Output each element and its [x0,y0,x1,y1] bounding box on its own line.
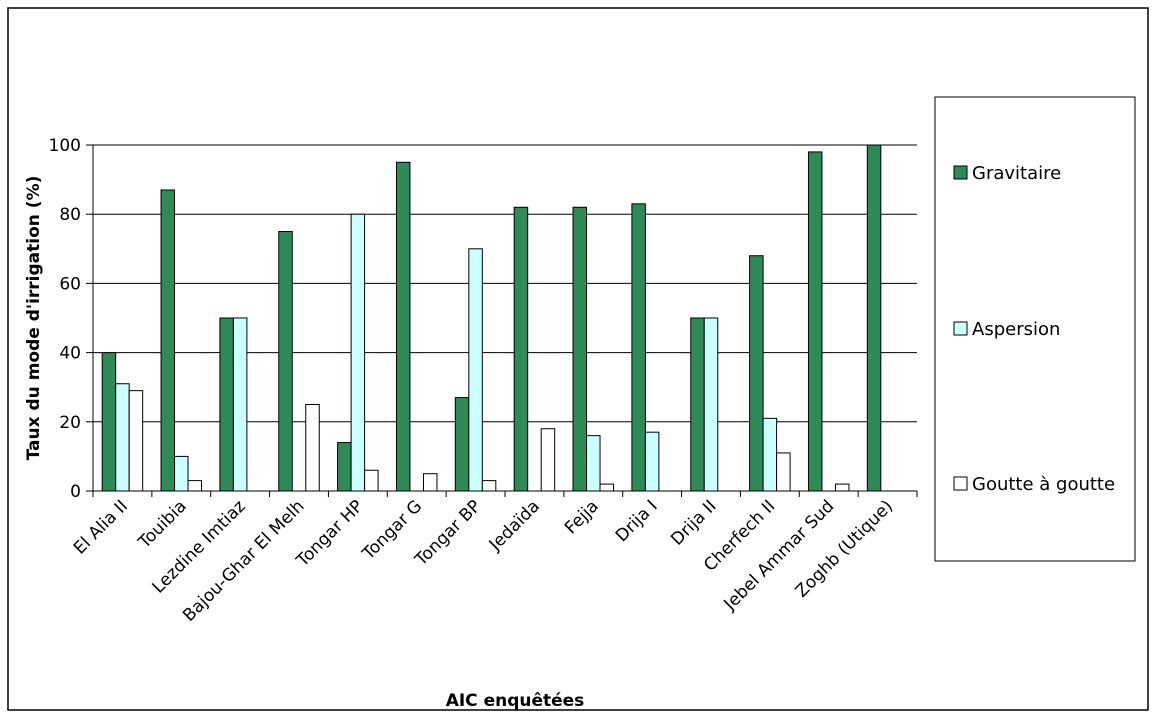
bar-goutte-goutte [187,480,203,492]
bar-goutte-goutte [776,452,791,492]
bar-aspersion [350,213,366,492]
bar-gravitaire [631,203,646,492]
bar-gravitaire [278,231,293,492]
legend-label: Goutte à goutte [972,474,1115,495]
bar-aspersion [703,317,719,492]
y-tick-label: 80 [59,205,81,225]
bar-aspersion [174,455,189,492]
bar-aspersion [644,431,660,492]
bar-goutte-goutte [834,483,850,492]
bar-gravitaire [101,352,117,492]
bar-goutte-goutte [422,473,438,492]
bar-aspersion [468,248,483,492]
bar-goutte-goutte [481,480,497,492]
bar-goutte-goutte [128,390,144,492]
y-tick-label: 20 [59,413,81,433]
legend-swatch [953,476,968,491]
bar-goutte-goutte [305,404,320,492]
y-tick-label: 0 [70,482,81,502]
bar-gravitaire [866,144,882,492]
bar-gravitaire [807,151,823,492]
bar-aspersion [232,317,248,492]
bar-aspersion [762,417,778,492]
bar-gravitaire [572,206,588,492]
y-tick-label: 100 [49,136,81,156]
y-tick-label: 60 [59,274,81,294]
bar-gravitaire [395,161,411,492]
bar-gravitaire [219,317,234,492]
legend-swatch [953,321,968,336]
bars [101,144,882,492]
y-tick-labels: 0 20 40 60 80 100 [49,136,81,502]
y-axis-title: Taux du mode d'irrigation (%) [24,176,44,461]
bar-gravitaire [454,397,470,492]
legend-label: Gravitaire [972,163,1061,184]
legend: Gravitaire Aspersion Goutte à goutte [934,96,1136,562]
bar-gravitaire [160,189,176,492]
axes [86,144,918,497]
bar-goutte-goutte [540,428,556,492]
legend-box [934,96,1136,562]
bar-aspersion [115,383,130,492]
legend-label: Aspersion [972,319,1060,340]
bar-gravitaire [690,317,705,492]
bar-gravitaire [749,255,764,492]
bar-goutte-goutte [599,483,615,492]
y-tick-label: 40 [59,344,81,364]
bar-gravitaire [513,206,529,492]
bar-goutte-goutte [364,469,379,492]
legend-swatch [953,165,968,180]
x-axis-title: AIC enquêtées [446,691,585,711]
bar-aspersion [586,435,601,492]
bar-gravitaire [337,442,352,492]
